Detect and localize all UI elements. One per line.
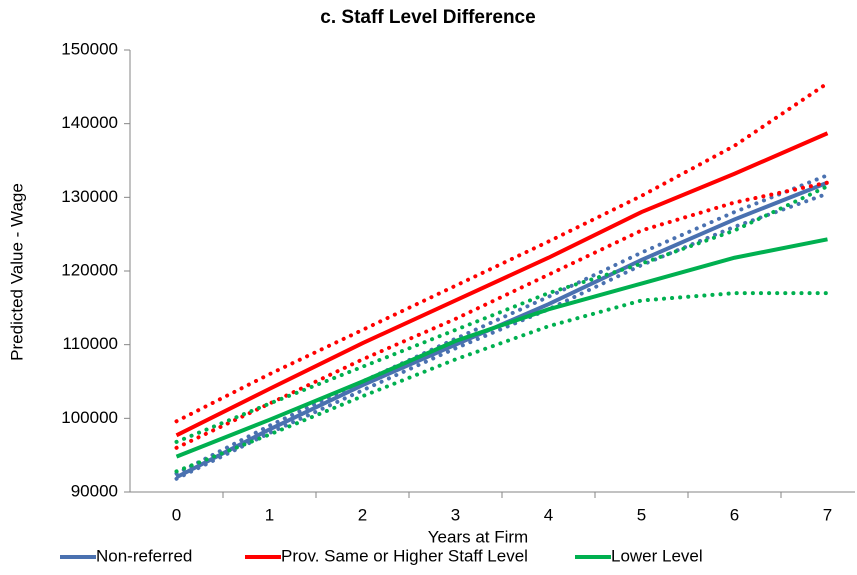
y-tick-label: 100000 xyxy=(61,408,118,427)
confidence-line xyxy=(174,81,830,424)
y-tick-label: 140000 xyxy=(61,113,118,132)
confidence-line xyxy=(174,184,830,444)
x-axis-label: Years at Firm xyxy=(428,527,528,546)
x-tick-label: 7 xyxy=(823,505,832,524)
x-tick-label: 6 xyxy=(730,505,739,524)
y-tick-label: 150000 xyxy=(61,39,118,58)
x-tick-label: 4 xyxy=(544,505,553,524)
legend-label: Lower Level xyxy=(611,546,703,565)
legend-label: Non-referred xyxy=(96,546,192,565)
y-tick-label: 130000 xyxy=(61,187,118,206)
series-line xyxy=(175,237,828,459)
confidence-line xyxy=(174,291,830,474)
y-tick-label: 120000 xyxy=(61,260,118,279)
series-line xyxy=(175,131,829,438)
y-axis-label: Predicted Value - Wage xyxy=(7,183,26,361)
x-tick-label: 0 xyxy=(172,505,181,524)
x-tick-label: 3 xyxy=(451,505,460,524)
y-tick-label: 110000 xyxy=(63,334,118,353)
legend-label: Prov. Same or Higher Staff Level xyxy=(281,546,528,565)
confidence-line xyxy=(174,180,830,450)
x-tick-label: 5 xyxy=(637,505,646,524)
x-tick-label: 2 xyxy=(358,505,367,524)
confidence-line xyxy=(174,173,830,476)
x-tick-label: 1 xyxy=(265,505,274,524)
confidence-line xyxy=(174,191,830,481)
y-tick-label: 90000 xyxy=(71,481,118,500)
chart-title: c. Staff Level Difference xyxy=(320,7,535,28)
